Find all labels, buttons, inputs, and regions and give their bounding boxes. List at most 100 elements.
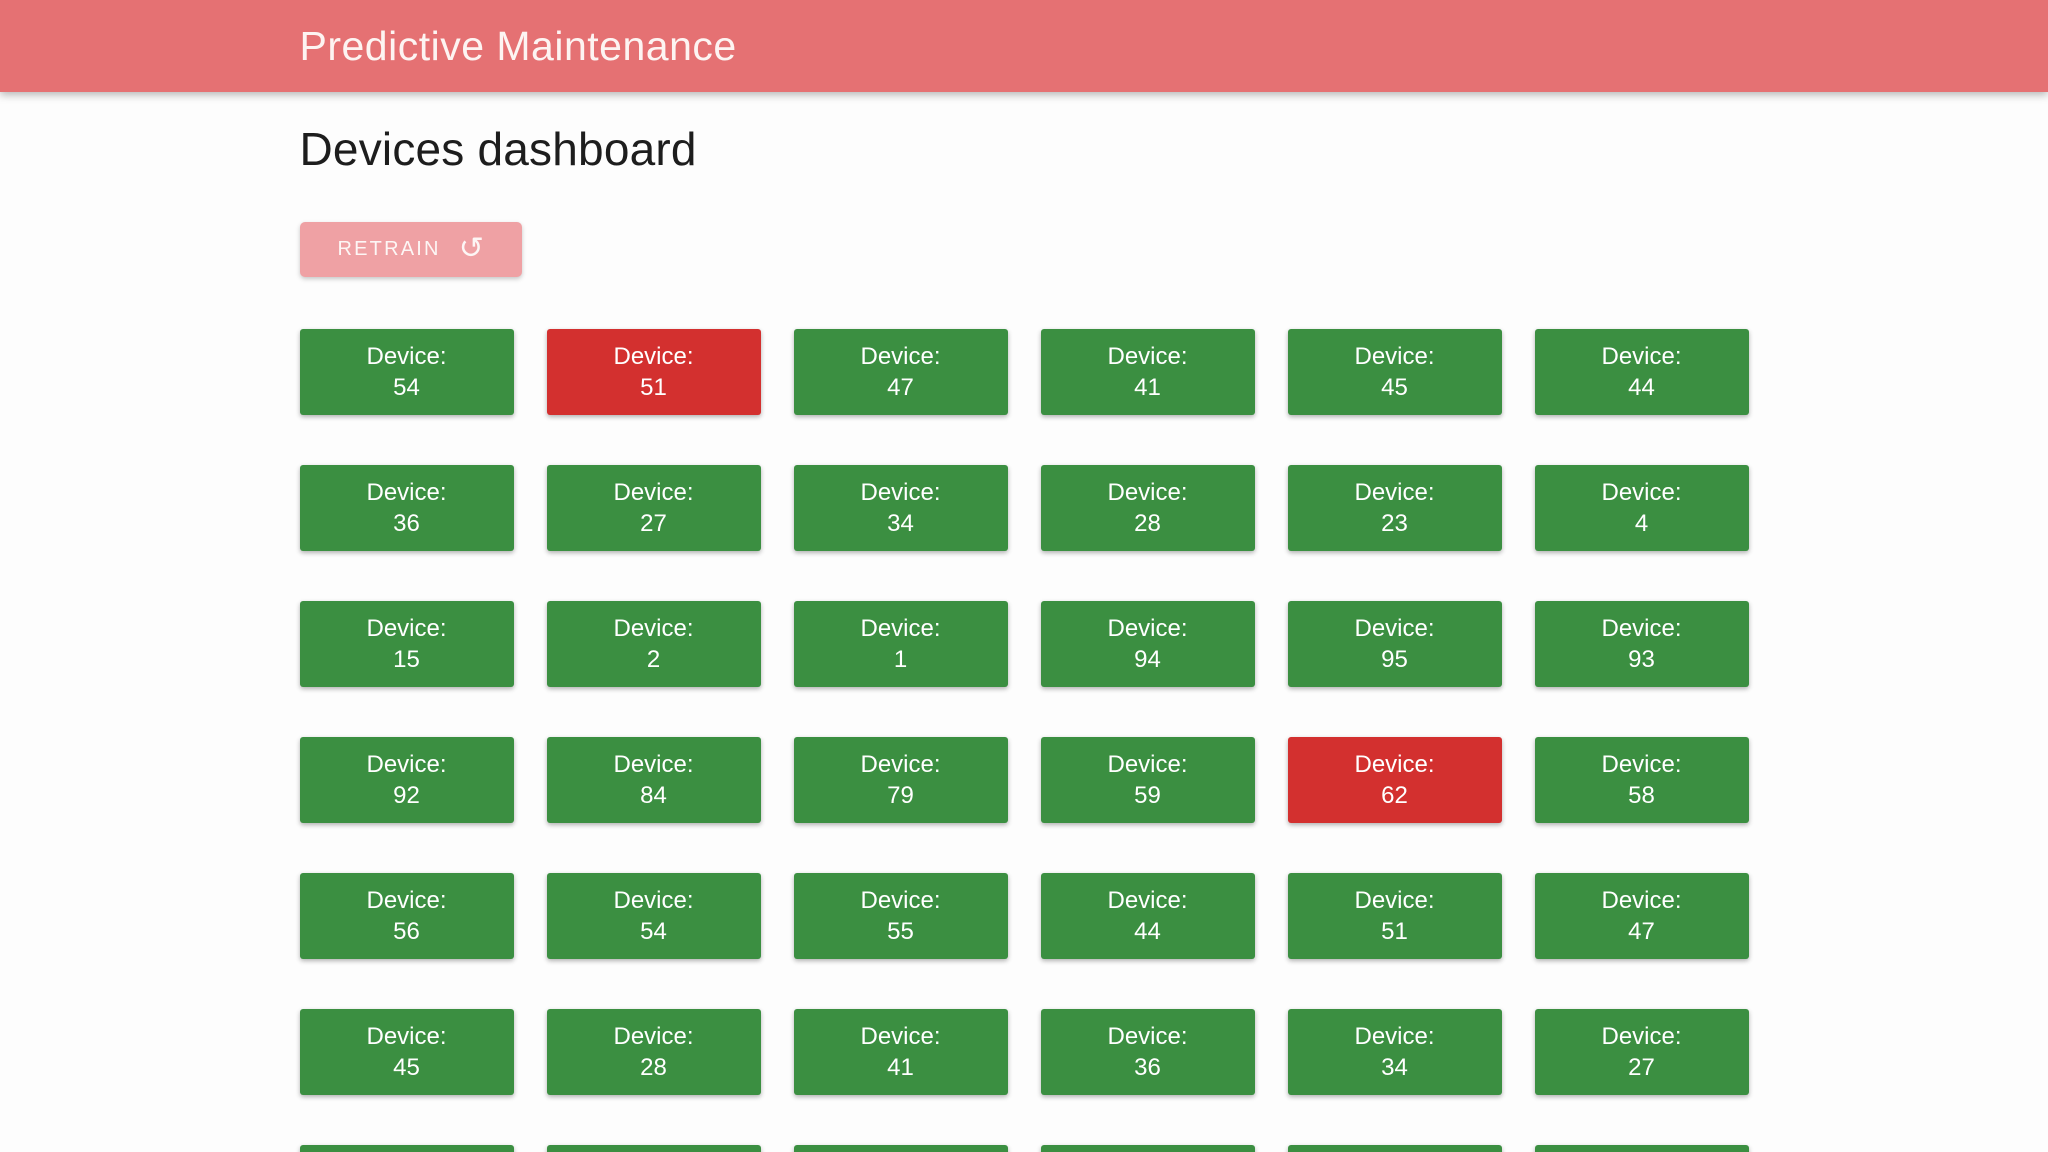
device-tile-label: Device: <box>1354 1023 1435 1050</box>
device-tile-label: Device: <box>613 343 694 370</box>
device-tile-label: Device: <box>1354 751 1435 778</box>
device-tile-label: Device: <box>366 343 447 370</box>
device-tile[interactable]: Device: 28 <box>546 1009 761 1095</box>
device-tile[interactable]: Device: 55 <box>793 873 1008 959</box>
device-tile[interactable]: Device: 47 <box>793 329 1008 415</box>
device-tile-value: 95 <box>1381 646 1408 673</box>
device-tile-value: 47 <box>887 374 914 401</box>
device-tile[interactable]: Device: 36 <box>299 465 514 551</box>
device-tile[interactable]: Device: 84 <box>546 737 761 823</box>
device-tile[interactable]: Device: 28 <box>1040 465 1255 551</box>
device-tile-label: Device: <box>860 615 941 642</box>
device-tile-value: 54 <box>640 918 667 945</box>
device-tile-value: 58 <box>1628 782 1655 809</box>
device-tile-label: Device: <box>1107 479 1188 506</box>
device-tile[interactable]: Device: 36 <box>1040 1009 1255 1095</box>
device-tile-label: Device: <box>1107 615 1188 642</box>
device-tile-label: Device: <box>1354 887 1435 914</box>
device-tile-label: Device: <box>613 479 694 506</box>
device-tile[interactable]: Device: 51 <box>1287 873 1502 959</box>
device-tile-value: 36 <box>1134 1054 1161 1081</box>
device-tile-value: 59 <box>1134 782 1161 809</box>
device-tile-value: 44 <box>1134 918 1161 945</box>
device-tile-label: Device: <box>860 343 941 370</box>
device-tile-value: 34 <box>1381 1054 1408 1081</box>
device-tile[interactable]: Device: 45 <box>1287 329 1502 415</box>
device-tile[interactable]: Device: 1 <box>793 601 1008 687</box>
device-tile[interactable]: Device: 34 <box>793 465 1008 551</box>
device-tile[interactable]: Device: 79 <box>793 737 1008 823</box>
device-tile-label: Device: <box>1354 479 1435 506</box>
device-tile[interactable]: Device: 56 <box>299 873 514 959</box>
device-tile[interactable]: Device: 44 <box>1534 329 1749 415</box>
device-tile[interactable] <box>793 1145 1008 1152</box>
device-tile-value: 28 <box>640 1054 667 1081</box>
device-tile-label: Device: <box>1107 1023 1188 1050</box>
device-tile[interactable] <box>1040 1145 1255 1152</box>
device-tile-value: 56 <box>393 918 420 945</box>
device-tile[interactable]: Device: 47 <box>1534 873 1749 959</box>
device-tile-value: 15 <box>393 646 420 673</box>
device-tile[interactable]: Device: 27 <box>546 465 761 551</box>
device-tile-label: Device: <box>1107 343 1188 370</box>
device-tile[interactable]: Device: 58 <box>1534 737 1749 823</box>
device-tile-label: Device: <box>860 1023 941 1050</box>
device-tile[interactable]: Device: 54 <box>546 873 761 959</box>
device-tile[interactable]: Device: 62 <box>1287 737 1502 823</box>
device-tile[interactable]: Device: 95 <box>1287 601 1502 687</box>
device-tile-label: Device: <box>1601 479 1682 506</box>
main-content: Devices dashboard RETRAIN ↺ Device: 54 D… <box>299 122 1749 1152</box>
device-tile[interactable]: Device: 23 <box>1287 465 1502 551</box>
device-tile-label: Device: <box>1601 615 1682 642</box>
device-tile[interactable]: Device: 45 <box>299 1009 514 1095</box>
device-tile-label: Device: <box>1107 887 1188 914</box>
device-tile[interactable]: Device: 51 <box>546 329 761 415</box>
device-tile-value: 27 <box>1628 1054 1655 1081</box>
device-tile-value: 79 <box>887 782 914 809</box>
app-bar: Predictive Maintenance <box>0 0 2048 92</box>
device-tile[interactable] <box>299 1145 514 1152</box>
device-tile-value: 41 <box>887 1054 914 1081</box>
restore-icon: ↺ <box>458 230 484 266</box>
device-tile-label: Device: <box>366 751 447 778</box>
device-tile-label: Device: <box>860 751 941 778</box>
device-tile[interactable]: Device: 34 <box>1287 1009 1502 1095</box>
device-tile[interactable]: Device: 92 <box>299 737 514 823</box>
device-tile[interactable]: Device: 59 <box>1040 737 1255 823</box>
device-tile-label: Device: <box>860 479 941 506</box>
device-tile-value: 2 <box>646 646 661 673</box>
device-tile-value: 92 <box>393 782 420 809</box>
device-tile[interactable]: Device: 15 <box>299 601 514 687</box>
device-tile[interactable]: Device: 93 <box>1534 601 1749 687</box>
device-tile-value: 45 <box>393 1054 420 1081</box>
device-tile[interactable]: Device: 94 <box>1040 601 1255 687</box>
device-tile-value: 23 <box>1381 510 1408 537</box>
device-tile-label: Device: <box>1354 343 1435 370</box>
device-tile-label: Device: <box>1601 343 1682 370</box>
device-tile[interactable] <box>546 1145 761 1152</box>
device-tile[interactable] <box>1534 1145 1749 1152</box>
device-tile-value: 55 <box>887 918 914 945</box>
device-tile[interactable]: Device: 41 <box>1040 329 1255 415</box>
app-title: Predictive Maintenance <box>299 22 737 69</box>
device-tile-label: Device: <box>860 887 941 914</box>
retrain-button[interactable]: RETRAIN ↺ <box>299 222 522 277</box>
device-tile-value: 4 <box>1634 510 1649 537</box>
device-tile-value: 28 <box>1134 510 1161 537</box>
device-tile[interactable]: Device: 2 <box>546 601 761 687</box>
device-tile[interactable]: Device: 4 <box>1534 465 1749 551</box>
device-tile-value: 94 <box>1134 646 1161 673</box>
device-tile[interactable]: Device: 27 <box>1534 1009 1749 1095</box>
device-tile-label: Device: <box>1601 1023 1682 1050</box>
device-tile[interactable]: Device: 41 <box>793 1009 1008 1095</box>
device-tile-value: 36 <box>393 510 420 537</box>
retrain-button-label: RETRAIN <box>337 238 441 260</box>
device-tile-label: Device: <box>1354 615 1435 642</box>
device-tile[interactable]: Device: 54 <box>299 329 514 415</box>
device-tile[interactable]: Device: 44 <box>1040 873 1255 959</box>
device-tile-label: Device: <box>613 887 694 914</box>
device-tile-value: 27 <box>640 510 667 537</box>
device-tile-value: 84 <box>640 782 667 809</box>
device-tile-label: Device: <box>366 479 447 506</box>
device-tile[interactable] <box>1287 1145 1502 1152</box>
